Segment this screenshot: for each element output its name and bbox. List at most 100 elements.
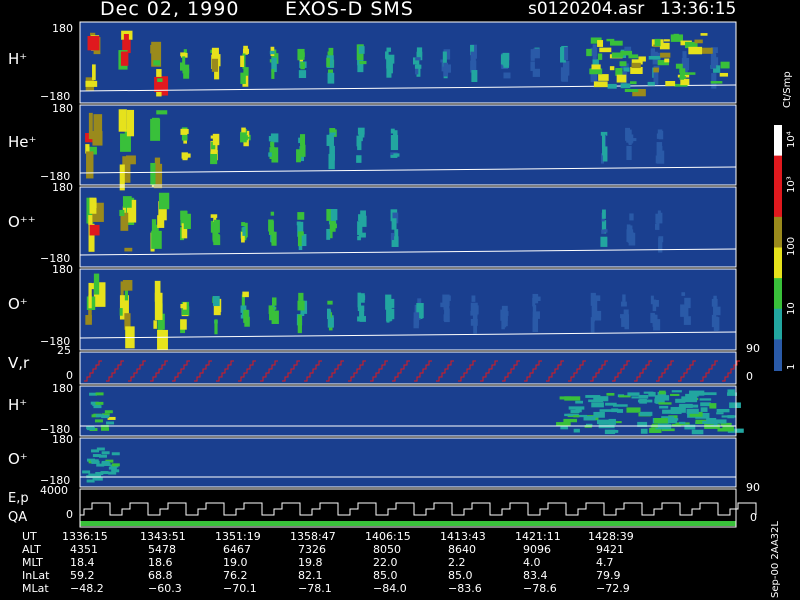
spectrogram-cell <box>470 53 476 67</box>
spectrogram-cell <box>602 209 606 219</box>
right-tick: 90 <box>746 342 760 355</box>
spectrogram-cell <box>358 214 362 221</box>
spectrogram-cell <box>661 428 675 432</box>
spectrogram-cell <box>268 136 273 142</box>
ephemeris-value: 22.0 <box>373 556 398 569</box>
spectrogram-cell <box>591 306 596 322</box>
spectrogram-cell <box>612 404 628 407</box>
spectrogram-cell <box>357 236 361 241</box>
spectrogram-cell <box>93 114 103 139</box>
spectrogram-cell <box>244 135 248 141</box>
ephemeris-value: 8640 <box>448 543 476 556</box>
spectrogram-cell <box>648 55 661 60</box>
spectrogram-cell <box>416 64 421 77</box>
spectrogram-cell <box>111 469 120 473</box>
spectrogram-cell <box>107 416 116 420</box>
colorbar-segment <box>774 216 782 249</box>
spectrogram-cell <box>444 306 450 316</box>
spectrogram-cell <box>713 65 721 73</box>
spectrogram-cell <box>244 222 248 238</box>
spectrogram-cell <box>560 424 569 430</box>
ephemeris-value: 68.8 <box>148 569 173 582</box>
spectrogram-cell <box>126 109 135 137</box>
spectrogram-cell <box>608 418 616 425</box>
spectrogram-cell <box>415 57 421 61</box>
spectrogram-cell <box>242 226 246 236</box>
spectrogram-cell <box>326 57 330 67</box>
energy-step-trace <box>80 502 757 516</box>
spectrogram-cell <box>94 419 103 423</box>
spectrogram-cell <box>682 51 687 59</box>
panel-frame <box>79 437 737 488</box>
spectrogram-cell <box>413 312 420 326</box>
spectrogram-cell <box>630 66 643 74</box>
spectrogram-cell <box>157 215 165 228</box>
spectrogram-cell <box>242 291 249 298</box>
spectrogram-cell <box>122 156 131 183</box>
spectrogram-cell <box>593 396 609 402</box>
spectrogram-cell <box>386 307 390 323</box>
spectrogram-cell <box>713 295 717 304</box>
spectrogram-cell <box>359 310 365 322</box>
spectrogram-cell <box>637 421 648 427</box>
spectrogram-cell <box>719 72 729 77</box>
spectrogram-cell <box>268 220 274 235</box>
spectrogram-cell <box>652 299 657 312</box>
spectrogram-cell <box>89 392 98 396</box>
spectrogram-cell <box>471 70 478 83</box>
spectrogram-cell <box>444 295 451 301</box>
spectrogram-cell <box>297 300 305 311</box>
spectrogram-cell <box>611 408 619 413</box>
spectrogram-cell <box>240 72 246 84</box>
spectrogram-cell <box>388 54 395 64</box>
spectrogram-cell <box>655 213 660 224</box>
spectrogram-cell <box>416 51 423 61</box>
spectrogram-cell <box>391 236 399 247</box>
spectrogram-cell <box>532 317 539 333</box>
ephemeris-value: −70.1 <box>223 582 257 595</box>
spectrogram-cell <box>556 422 571 426</box>
ephemeris-value: 79.9 <box>596 569 621 582</box>
spectrogram-cell <box>211 58 219 72</box>
spectrogram-cell <box>271 57 277 73</box>
spectrogram-cell <box>532 68 541 77</box>
spectrogram-cell <box>671 390 682 393</box>
spectrogram-cell <box>385 54 389 60</box>
spectrogram-cell <box>91 460 100 464</box>
spectrogram-cell <box>270 141 274 147</box>
spectrogram-cell <box>639 411 653 416</box>
spectrogram-cell <box>681 72 696 75</box>
spectrogram-cell <box>686 408 699 414</box>
spectrogram-cell <box>503 64 510 68</box>
spectrogram-cell <box>659 42 670 50</box>
panel-frame <box>79 385 737 437</box>
spectrogram-cell <box>158 192 170 210</box>
panel-frame <box>79 268 737 351</box>
spectrogram-cell <box>88 282 92 309</box>
spectrogram-cell <box>678 405 693 408</box>
colorbar-segment <box>774 278 782 310</box>
spectrogram-cell <box>183 213 191 229</box>
spectrogram-cell <box>660 52 671 58</box>
spectrogram-cell <box>212 230 219 241</box>
spectrogram-cell <box>711 73 717 89</box>
spectrogram-cell <box>268 305 273 315</box>
spectrogram-cell <box>240 131 247 143</box>
spectrogram-cell <box>297 317 302 334</box>
spectrogram-cell <box>269 50 275 55</box>
spectrogram-cell <box>241 294 245 310</box>
spectrogram-cell <box>620 50 633 56</box>
panel-label-o-plus-2: O⁺ <box>8 450 28 468</box>
spectrogram-cell <box>624 46 632 51</box>
spectrogram-cell <box>158 201 167 221</box>
spectrogram-cell <box>601 134 606 149</box>
spectrogram-cell <box>683 316 691 325</box>
spectrogram-cell <box>594 295 601 301</box>
spectrogram-cell <box>532 293 539 304</box>
ytick-top: 180 <box>52 102 73 115</box>
spectrogram-cell <box>562 61 570 76</box>
spectrogram-cell <box>157 329 168 350</box>
spectrogram-cell <box>655 155 661 164</box>
panel-label-o-plus: O⁺ <box>8 295 28 313</box>
